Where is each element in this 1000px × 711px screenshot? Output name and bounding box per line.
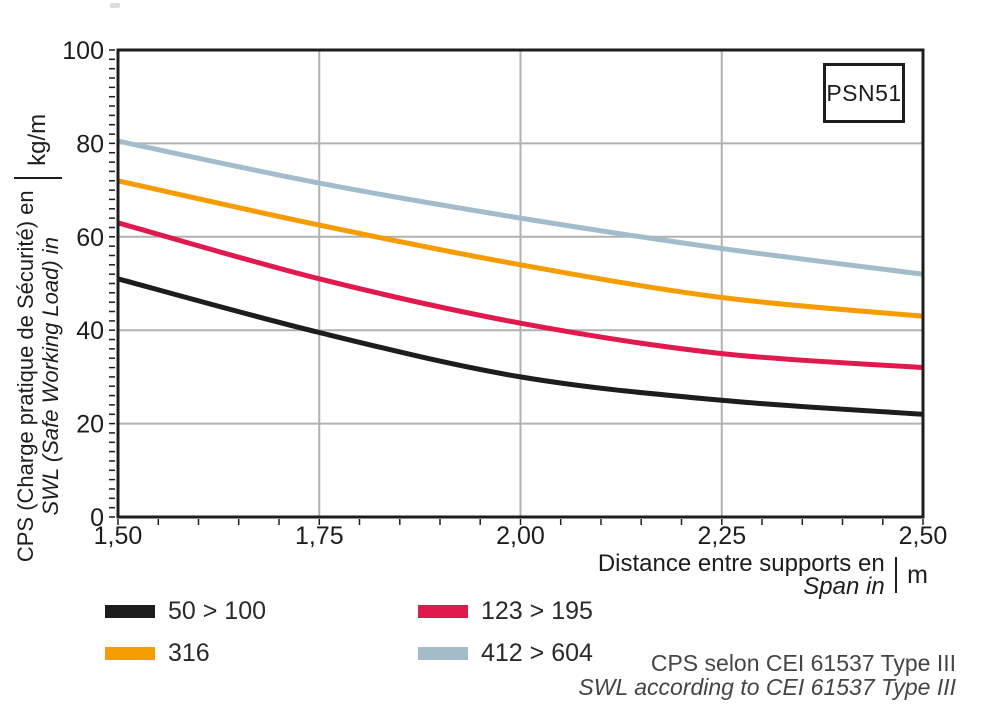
legend-swatch [418,646,468,660]
standard-reference-fr: CPS selon CEI 61537 Type III [650,650,956,676]
y-axis-title-fr: CPS (Charge pratique de Sécurité) en [13,190,38,563]
svg-text:100: 100 [62,37,104,65]
svg-text:40: 40 [76,317,104,345]
standard-reference-en: SWL according to CEI 61537 Type III [578,674,956,700]
scan-artifact-dot [110,3,120,8]
svg-text:2,50: 2,50 [899,522,948,550]
y-axis-title: CPS (Charge pratique de Sécurité) en SWL… [6,108,70,568]
product-code-badge: PSN51 [823,63,905,123]
svg-text:2,00: 2,00 [496,522,545,550]
legend-label: 50 > 100 [168,596,267,625]
legend-label: 123 > 195 [481,596,593,625]
legend-item: 123 > 195 [418,596,593,625]
x-axis-title-text: Distance entre supports en Span in [597,550,885,600]
legend-item: 50 > 100 [105,596,267,625]
x-axis-title-fr: Distance entre supports en [597,550,885,577]
unit-divider-bar [14,176,62,180]
x-axis-title-en: Span in [803,573,885,600]
legend-label: 316 [168,638,210,667]
product-code-label: PSN51 [826,79,902,106]
svg-text:1,50: 1,50 [94,522,143,550]
svg-text:60: 60 [76,224,104,252]
legend-swatch [418,604,468,618]
x-axis-unit: m [907,560,928,589]
y-axis-unit: kg/m [24,113,51,166]
svg-text:20: 20 [76,411,104,439]
svg-text:2,25: 2,25 [697,522,746,550]
legend-item: 316 [105,638,210,667]
legend-label: 412 > 604 [481,638,593,667]
legend-swatch [105,646,155,660]
y-axis-title-text: CPS (Charge pratique de Sécurité) en SWL… [13,190,63,562]
y-axis-title-en: SWL (Safe Working Load) in [38,237,63,516]
svg-text:1,75: 1,75 [295,522,344,550]
legend-item: 412 > 604 [418,638,593,667]
legend-swatch [105,604,155,618]
standard-reference-note: CPS selon CEI 61537 Type III SWL accordi… [578,651,956,699]
svg-text:80: 80 [76,130,104,158]
unit-divider-bar [894,557,898,593]
x-axis-title: Distance entre supports en Span in m [597,550,928,600]
svg-text:0: 0 [90,504,104,532]
